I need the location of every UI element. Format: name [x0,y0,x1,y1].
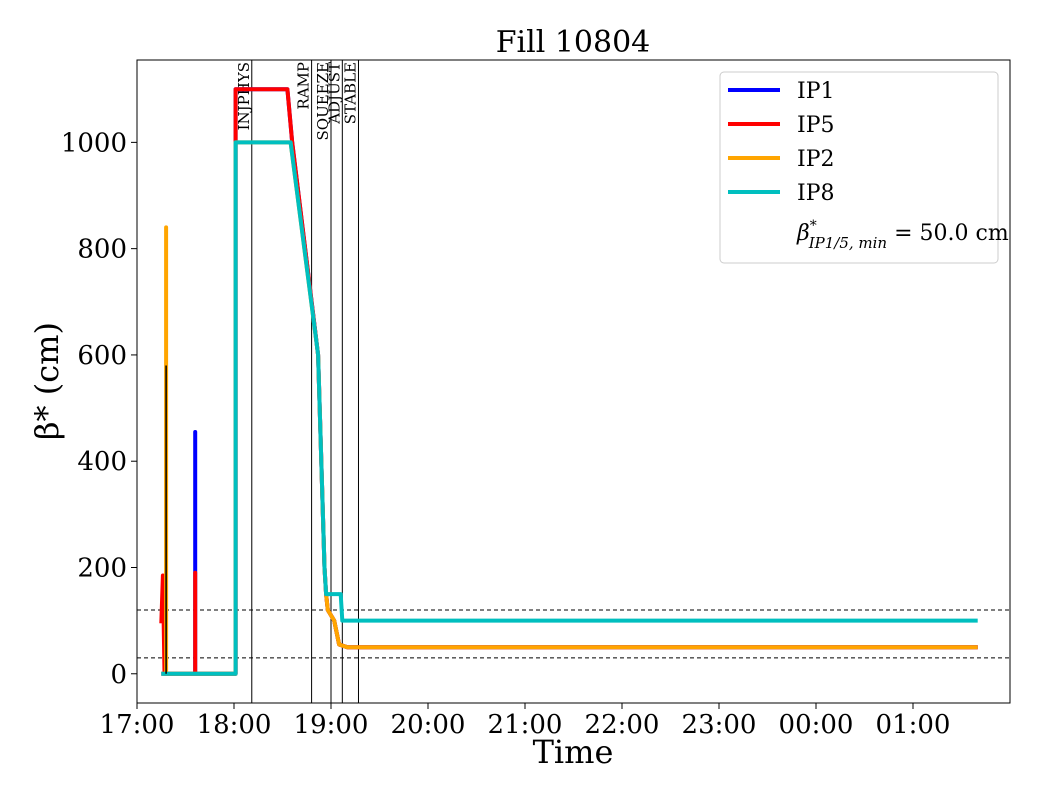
beam-mode-label: ADJUST [325,62,343,125]
y-axis-ticks: 0 200 400 600 800 1000 [61,128,137,690]
x-tick-label: 23:00 [682,710,757,740]
reference-lines [137,609,1010,659]
x-tick-label: 22:00 [585,710,660,740]
legend-entry: IP2 [797,147,835,172]
y-tick-label: 200 [77,553,127,583]
beam-mode-label: RAMP [295,62,313,110]
series-lines [159,87,978,676]
legend-entry: IP8 [797,181,835,206]
legend: IP1 IP5 IP2 IP8 β* IP1/5, min = 50.0 cm [719,71,1009,264]
beam-mode-label: INJPHYS [235,62,253,130]
y-tick-label: 1000 [61,128,127,158]
series-line [161,140,978,676]
legend-box [719,71,999,264]
legend-entry: IP5 [797,113,835,138]
x-tick-label: 00:00 [779,710,854,740]
y-tick-label: 800 [77,235,127,265]
beam-mode-label: SQUEEZE [314,62,332,141]
legend-entry: IP1 [797,79,835,104]
legend-beta-min-label: β* IP1/5, min = 50.0 cm [796,218,1009,252]
chart-title: Fill 10804 [496,25,651,60]
x-tick-label: 18:00 [197,710,272,740]
x-tick-label: 01:00 [876,710,951,740]
x-tick-label: 20:00 [391,710,466,740]
y-tick-label: 600 [77,341,127,371]
x-tick-label: 19:00 [294,710,369,740]
y-axis-title: β* (cm) [28,322,66,440]
plot-area [136,59,1011,704]
y-tick-label: 0 [110,660,127,690]
x-axis-title: Time [533,733,614,771]
y-tick-label: 400 [77,447,127,477]
x-tick-label: 17:00 [100,710,175,740]
x-axis-ticks: 17:00 18:00 19:00 20:00 21:00 22:00 23:00 00:00… [100,703,951,740]
beam-mode-label: STABLE [341,62,359,124]
x-tick-label: 21:00 [488,710,563,740]
